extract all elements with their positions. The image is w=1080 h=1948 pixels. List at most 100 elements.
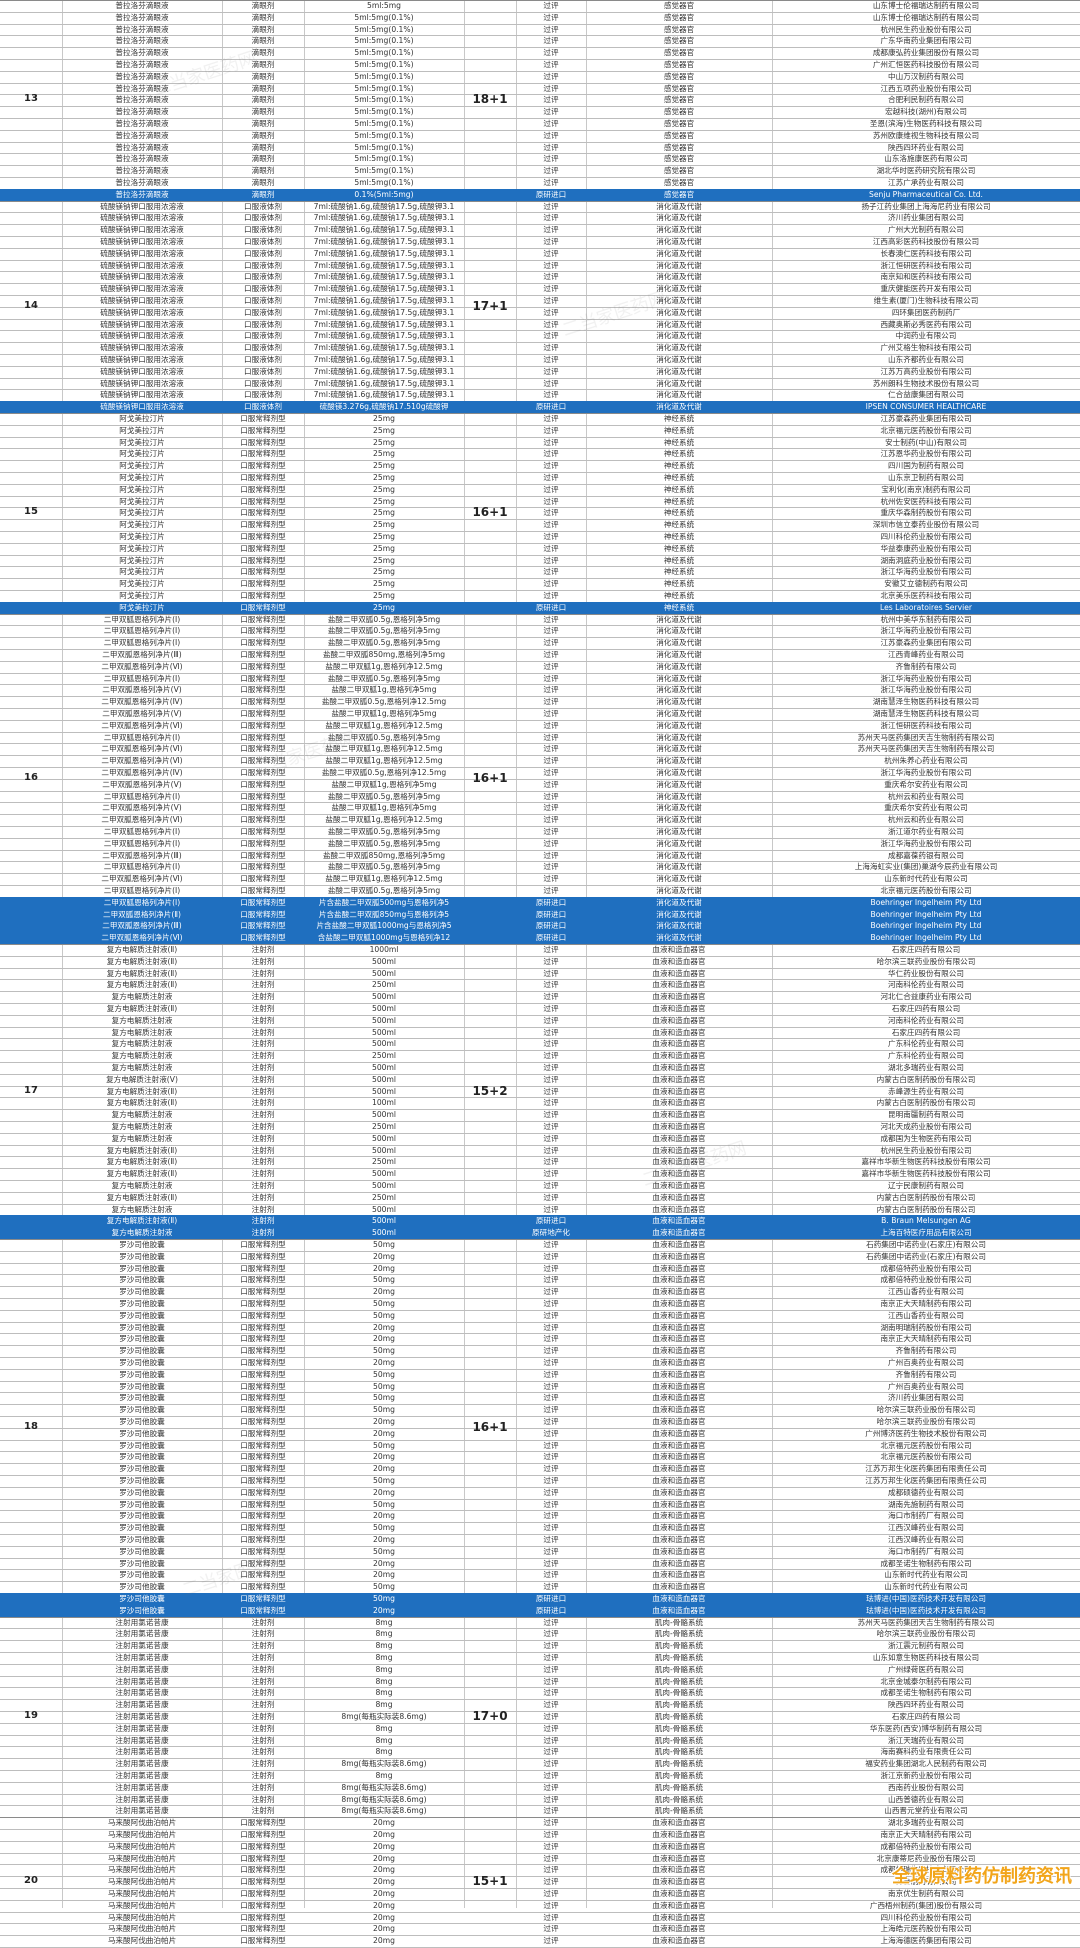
cell-co: 河南科伦药业有限公司 bbox=[888, 980, 964, 990]
cell-eval: 过评 bbox=[543, 1299, 559, 1308]
cell-spec: 50mg bbox=[373, 1381, 395, 1391]
cell-co: 内蒙古白医制药股份有限公司 bbox=[876, 1204, 976, 1214]
cell-spec: 20mg bbox=[373, 1889, 395, 1898]
cell-co: 浙江华海药业股份有限公司 bbox=[880, 838, 972, 848]
cell-form: 滴眼剂 bbox=[251, 1, 275, 10]
cell-spec: 20mg bbox=[373, 1912, 395, 1922]
cell-cat: 消化道及代谢 bbox=[656, 402, 702, 412]
cell-spec: 盐酸二甲双胍850mg,恩格列净5mg bbox=[322, 650, 446, 659]
cell-spec: 20mg bbox=[373, 1570, 395, 1580]
cell-form: 口服液体剂 bbox=[244, 402, 282, 412]
cell-drug: 硫酸镁钠钾口服用浓溶液 bbox=[100, 296, 184, 305]
cell-spec: 8mg bbox=[375, 1700, 393, 1710]
cell-cat: 血液和造血器官 bbox=[652, 1334, 706, 1344]
cell-spec: 7ml:硫酸钠1.6g,硫酸钠17.5g,硫酸钾3.1 bbox=[313, 296, 455, 305]
cell-co: 山东新时代药业有限公司 bbox=[884, 874, 968, 884]
cell-eval: 过评 bbox=[543, 449, 559, 459]
cell-co: 石药集团中诺药业(石家庄)有限公司 bbox=[866, 1251, 986, 1261]
cell-drug: 注射用氯诺昔康 bbox=[115, 1700, 169, 1710]
cell-co: 成都倍特药业股份有限公司 bbox=[880, 1263, 972, 1273]
cell-spec: 5ml:5mg(0.1%) bbox=[354, 119, 414, 128]
cell-co: 成都倍特药业股份有限公司 bbox=[880, 1841, 972, 1851]
cell-drug: 罗沙司他胶囊 bbox=[119, 1452, 165, 1462]
table-row: 罗沙司他胶囊 口服常释剂型 50mg 过评 血液和造血器官 江苏万邦生化医药集团有限责任公… bbox=[0, 1475, 1080, 1488]
cell-co: 成都圣诺生物制药有限公司 bbox=[880, 1688, 972, 1698]
cell-cat: 血液和造血器官 bbox=[652, 1063, 706, 1072]
cell-cat: 肌肉-骨骼系统 bbox=[654, 1794, 704, 1804]
cell-cat: 感觉器官 bbox=[663, 12, 695, 22]
table-row: 复方电解质注射液 注射剂 250ml 过评 血液和造血器官 广东科伦药业有限公司 bbox=[0, 1050, 1080, 1063]
cell-co: 南京优生制药有限公司 bbox=[888, 1889, 964, 1898]
cell-spec: 20mg bbox=[373, 1900, 395, 1910]
cell-spec: 250ml bbox=[371, 1051, 396, 1061]
cell-eval: 过评 bbox=[543, 1074, 559, 1084]
cell-drug: 硫酸镁钠钾口服用浓溶液 bbox=[100, 390, 184, 400]
cell-form: 口服常释剂型 bbox=[240, 1381, 286, 1391]
cell-spec: 50mg bbox=[373, 1594, 395, 1603]
cell-cat: 血液和造血器官 bbox=[652, 1393, 706, 1403]
cell-spec: 20mg bbox=[373, 1428, 395, 1438]
cell-spec: 20mg bbox=[373, 1605, 395, 1615]
cell-eval: 过评 bbox=[543, 1204, 559, 1214]
cell-cat: 消化道及代谢 bbox=[656, 838, 702, 848]
cell-spec: 盐酸二甲双胍1g,恩格列净5mg bbox=[331, 685, 437, 695]
table-row: 阿戈美拉汀片 口服常释剂型 25mg 过评 神经系统 安士制药(中山)有限公司 bbox=[0, 437, 1080, 450]
brand-logo: 全球原料药仿制药资讯 bbox=[892, 1866, 1072, 1887]
cell-spec: 50mg bbox=[373, 1523, 395, 1533]
cell-eval: 过评 bbox=[543, 850, 559, 860]
table-row: 硫酸镁钠钾口服用浓溶液 口服液体剂 7ml:硫酸钠1.6g,硫酸钠17.5g,硫酸钾… bbox=[0, 354, 1080, 367]
cell-drug: 阿戈美拉汀片 bbox=[119, 591, 165, 600]
cell-drug: 阿戈美拉汀片 bbox=[119, 461, 165, 471]
cell-co: 华益泰康药业股份有限公司 bbox=[880, 543, 972, 553]
cell-eval: 过评 bbox=[543, 791, 559, 801]
cell-eval: 过评 bbox=[543, 1181, 559, 1190]
cell-eval: 过评 bbox=[543, 1582, 559, 1592]
cell-cat: 神经系统 bbox=[663, 425, 695, 435]
cell-eval: 过评 bbox=[543, 756, 559, 766]
cell-drug: 二甲双胍恩格列净片(Ⅲ) bbox=[102, 921, 182, 931]
table-row: 硫酸镁钠钾口服用浓溶液 口服液体剂 7ml:硫酸钠1.6g,硫酸钠17.5g,硫酸钾… bbox=[0, 248, 1080, 261]
cell-cat: 消化道及代谢 bbox=[656, 791, 702, 801]
cell-eval: 过评 bbox=[543, 815, 559, 825]
cell-co: 上海皓元医药股份有限公司 bbox=[880, 1924, 972, 1934]
cell-cat: 感觉器官 bbox=[663, 95, 695, 105]
cell-co: 中山万汉制药有限公司 bbox=[888, 71, 964, 81]
cell-drug: 罗沙司他胶囊 bbox=[119, 1487, 165, 1497]
cell-eval: 过评 bbox=[543, 1358, 559, 1367]
cell-cat: 消化道及代谢 bbox=[656, 815, 702, 825]
cell-drug: 复方电解质注射液(Ⅱ) bbox=[106, 1098, 178, 1108]
table-row: 注射用氯诺昔康 注射剂 8mg(每瓶实际装8.6mg) 过评 肌肉-骨骼系统 福安药业集团… bbox=[0, 1758, 1080, 1771]
cell-cat: 消化道及代谢 bbox=[656, 343, 702, 353]
cell-form: 口服常释剂型 bbox=[240, 461, 286, 471]
table-row: 阿戈美拉汀片 口服常释剂型 25mg 过评 神经系统 华益泰康药业股份有限公司 bbox=[0, 543, 1080, 556]
cell-drug: 阿戈美拉汀片 bbox=[119, 520, 165, 530]
cell-cat: 消化道及代谢 bbox=[656, 732, 702, 742]
cell-drug: 马来酸阿伐曲泊帕片 bbox=[107, 1877, 177, 1887]
cell-drug: 普拉洛芬滴眼液 bbox=[115, 166, 169, 176]
group-count: 17+0 bbox=[472, 1708, 508, 1723]
cell-cat: 血液和造血器官 bbox=[652, 1181, 706, 1190]
cell-form: 口服常释剂型 bbox=[240, 897, 286, 907]
cell-co: 北京康蒂尼药业股份有限公司 bbox=[876, 1853, 976, 1863]
cell-cat: 肌肉-骨骼系统 bbox=[654, 1782, 704, 1792]
cell-cat: 血液和造血器官 bbox=[652, 1157, 706, 1167]
cell-form: 口服液体剂 bbox=[244, 201, 282, 211]
table-row: 二甲双胍恩格列净片(Ⅴ) 口服常释剂型 盐酸二甲双胍1g,恩格列净5mg 过评 消化道及… bbox=[0, 708, 1080, 721]
cell-drug: 硫酸镁钠钾口服用浓溶液 bbox=[100, 225, 184, 235]
cell-drug: 普拉洛芬滴眼液 bbox=[115, 142, 169, 152]
cell-co: 四环集团医药制药厂 bbox=[891, 307, 961, 317]
table-row: 罗沙司他胶囊 口服常释剂型 20mg 过评 血液和造血器官 石药集团中诺药业(石家庄)有限… bbox=[0, 1251, 1080, 1264]
cell-co: 四川科伦药业股份有限公司 bbox=[880, 1912, 972, 1922]
cell-eval: 过评 bbox=[543, 638, 559, 648]
cell-cat: 消化道及代谢 bbox=[656, 709, 702, 718]
cell-drug: 罗沙司他胶囊 bbox=[119, 1476, 165, 1485]
cell-eval: 过评 bbox=[543, 1924, 559, 1934]
cell-co: 海南赛科药业有限责任公司 bbox=[880, 1747, 972, 1757]
cell-spec: 片含盐酸二甲双胍1000mg与恩格列净5 bbox=[316, 921, 452, 931]
cell-form: 注射剂 bbox=[251, 1664, 275, 1674]
cell-form: 滴眼剂 bbox=[251, 83, 275, 93]
cell-spec: 8mg bbox=[375, 1771, 393, 1780]
cell-co: 成都嘉葆药银有限公司 bbox=[888, 850, 964, 860]
cell-form: 注射剂 bbox=[251, 1027, 275, 1037]
cell-form: 注射剂 bbox=[251, 1688, 275, 1698]
